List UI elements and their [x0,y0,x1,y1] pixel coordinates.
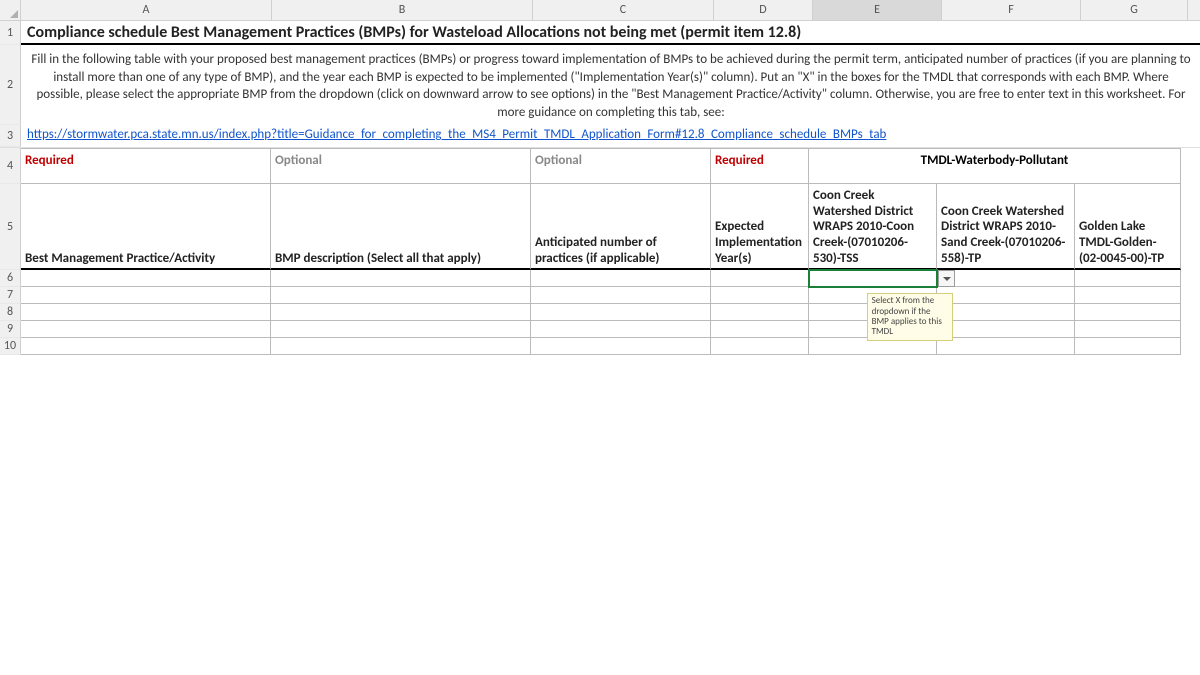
column-header-row: A B C D E F G [0,0,1200,21]
col-header-F[interactable]: F [942,0,1081,20]
select-all-corner[interactable] [0,0,21,20]
cell-G7[interactable] [1075,287,1181,304]
tmdl-group-header[interactable]: TMDL-Waterbody-Pollutant [809,148,1181,184]
row-4: 4 Required Optional Optional Required TM… [0,148,1200,184]
cell-D7[interactable] [711,287,809,304]
row-header-8[interactable]: 8 [0,304,21,321]
cell-G8[interactable] [1075,304,1181,321]
row-8: 8 [0,304,1200,321]
cell-B6[interactable] [271,270,531,287]
col-label-anticipated-number[interactable]: Anticipated number of practices (if appl… [531,184,711,270]
cell-A6[interactable] [21,270,271,287]
col-D-status[interactable]: Required [711,148,809,184]
col-label-implementation-year[interactable]: Expected Implementation Year(s) [711,184,809,270]
col-label-tmdl-coon-creek-530[interactable]: Coon Creek Watershed District WRAPS 2010… [809,184,937,270]
cell-A7[interactable] [21,287,271,304]
cell-F6[interactable] [937,270,1075,287]
cell-C8[interactable] [531,304,711,321]
cell-D9[interactable] [711,321,809,338]
cell-D6[interactable] [711,270,809,287]
title-cell[interactable]: Compliance schedule Best Management Prac… [21,21,1200,45]
cell-G9[interactable] [1075,321,1181,338]
row-header-5[interactable]: 5 [0,184,21,270]
col-B-status[interactable]: Optional [271,148,531,184]
col-label-bmp-activity[interactable]: Best Management Practice/Activity [21,184,271,270]
cell-C7[interactable] [531,287,711,304]
cell-E10[interactable] [809,338,937,355]
cell-A10[interactable] [21,338,271,355]
cell-F8[interactable] [937,304,1075,321]
row-header-9[interactable]: 9 [0,321,21,338]
col-C-status[interactable]: Optional [531,148,711,184]
cell-B8[interactable] [271,304,531,321]
link-cell[interactable]: https://stormwater.pca.state.mn.us/index… [21,125,1200,147]
col-label-tmdl-golden-lake[interactable]: Golden Lake TMDL-Golden-(02-0045-00)-TP [1075,184,1181,270]
row-header-6[interactable]: 6 [0,270,21,287]
col-label-tmdl-sand-creek-558[interactable]: Coon Creek Watershed District WRAPS 2010… [937,184,1075,270]
input-hint-tooltip: Select X from the dropdown if the BMP ap… [867,293,953,340]
row-header-4[interactable]: 4 [0,148,21,184]
col-header-B[interactable]: B [272,0,533,20]
cell-F9[interactable] [937,321,1075,338]
cell-G6[interactable] [1075,270,1181,287]
instructions-cell[interactable]: Fill in the following table with your pr… [21,45,1200,125]
row-2: 2 Fill in the following table with your … [0,45,1200,125]
row-5: 5 Best Management Practice/Activity BMP … [0,184,1200,270]
row-10: 10 [0,338,1200,355]
row-header-3[interactable]: 3 [0,125,21,147]
cell-B10[interactable] [271,338,531,355]
cell-C6[interactable] [531,270,711,287]
cell-B9[interactable] [271,321,531,338]
col-header-A[interactable]: A [21,0,272,20]
cell-C9[interactable] [531,321,711,338]
cell-A9[interactable] [21,321,271,338]
col-header-C[interactable]: C [533,0,714,20]
cell-F7[interactable] [937,287,1075,304]
cell-D8[interactable] [711,304,809,321]
row-9: 9 [0,321,1200,338]
dropdown-button[interactable] [938,270,955,287]
row-7: 7 [0,287,1200,304]
cell-F10[interactable] [937,338,1075,355]
row-3: 3 https://stormwater.pca.state.mn.us/ind… [0,125,1200,148]
row-6: 6 [0,270,1200,287]
row-header-2[interactable]: 2 [0,45,21,125]
guidance-link[interactable]: https://stormwater.pca.state.mn.us/index… [27,127,886,142]
cell-E6[interactable] [809,270,937,287]
col-header-G[interactable]: G [1081,0,1188,20]
col-A-status[interactable]: Required [21,148,271,184]
cell-A8[interactable] [21,304,271,321]
row-1: 1 Compliance schedule Best Management Pr… [0,21,1200,45]
col-header-E[interactable]: E [813,0,942,20]
cell-C10[interactable] [531,338,711,355]
row-header-1[interactable]: 1 [0,21,21,45]
col-header-D[interactable]: D [714,0,813,20]
row-header-7[interactable]: 7 [0,287,21,304]
cell-D10[interactable] [711,338,809,355]
spreadsheet-view: A B C D E F G 1 Compliance schedule Best… [0,0,1200,675]
row-header-10[interactable]: 10 [0,338,21,355]
cell-B7[interactable] [271,287,531,304]
col-label-bmp-description[interactable]: BMP description (Select all that apply) [271,184,531,270]
cell-G10[interactable] [1075,338,1181,355]
